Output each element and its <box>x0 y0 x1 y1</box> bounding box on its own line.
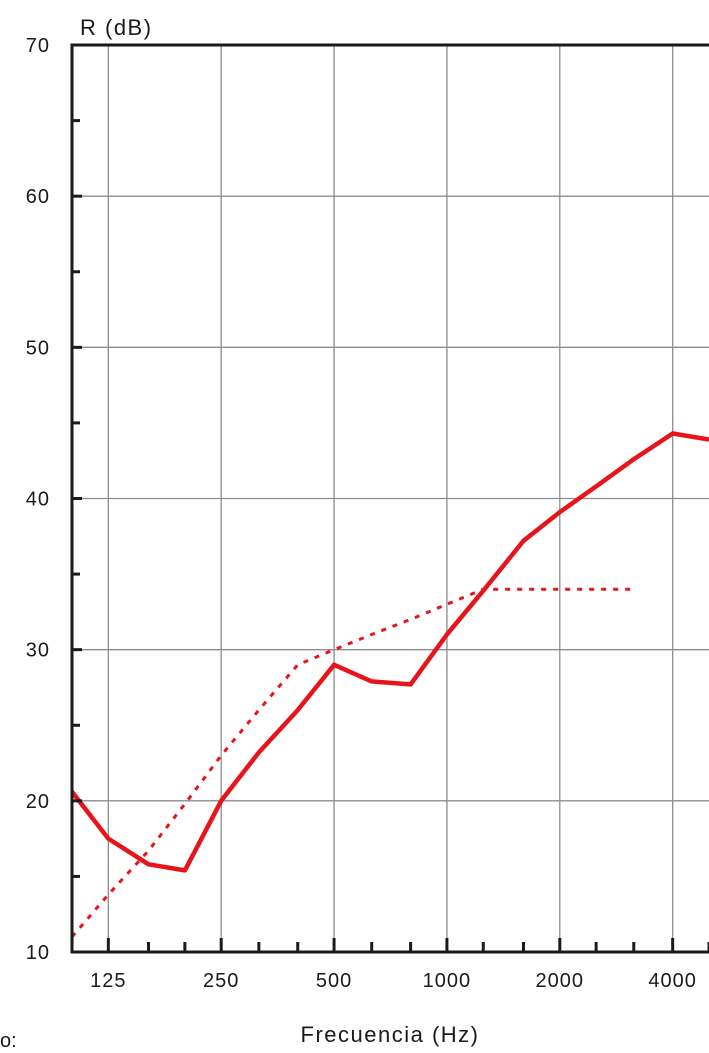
y-tick-label: 50 <box>26 337 50 359</box>
grid <box>72 45 709 952</box>
x-axis-title: Frecuencia (Hz) <box>301 1022 480 1047</box>
axes <box>70 43 709 954</box>
x-tick-label: 500 <box>316 970 352 992</box>
x-tick-label: 1000 <box>423 970 472 992</box>
y-tick-label: 20 <box>26 791 50 813</box>
x-tick-label: 2000 <box>536 970 585 992</box>
series-line-solid <box>70 431 709 873</box>
x-tick-label: 4000 <box>648 970 697 992</box>
series-group <box>70 431 709 938</box>
y-axis-title: R (dB) <box>80 15 153 40</box>
series-line-dotted <box>70 587 634 938</box>
plot-frame <box>70 43 709 954</box>
y-tick-label: 40 <box>26 489 50 511</box>
y-tick-label: 10 <box>26 942 50 964</box>
x-tick-label: 250 <box>203 970 239 992</box>
y-tick-label: 60 <box>26 186 50 208</box>
y-tick-label: 70 <box>26 35 50 57</box>
cropped-label: o: <box>0 1030 17 1052</box>
y-tick-label: 30 <box>26 640 50 662</box>
x-tick-label: 125 <box>90 970 126 992</box>
labels: R (dB) Frecuencia (Hz) 10 20 30 40 50 60 70 125… <box>26 15 697 1047</box>
